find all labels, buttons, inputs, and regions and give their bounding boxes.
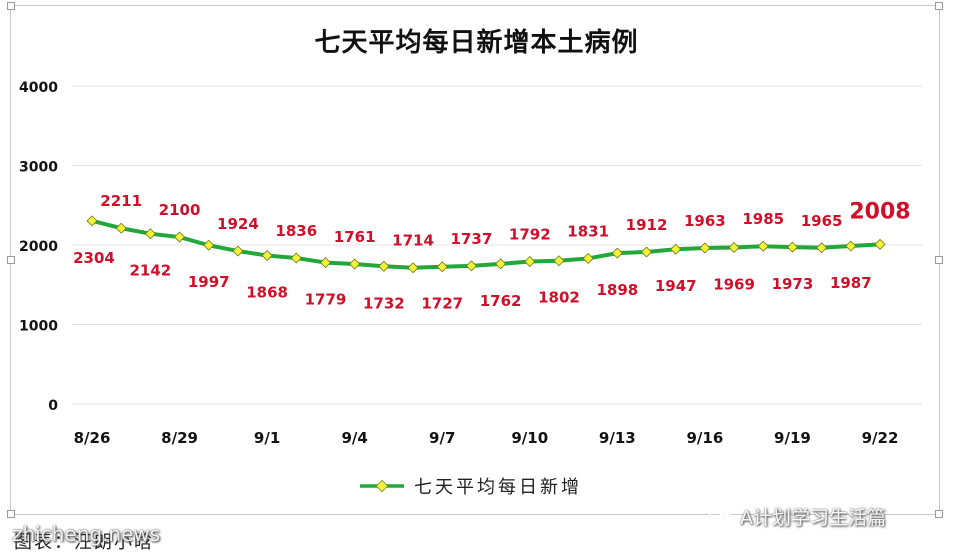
data-labels-layer: 2304 2211 2142 2100 1997 1924 1868 1836 1779 1761… <box>73 192 910 312</box>
data-label: 1965 <box>801 212 843 230</box>
series-line-layer <box>86 215 886 274</box>
data-label: 1969 <box>713 275 755 293</box>
data-label: 1779 <box>305 291 347 309</box>
series-line <box>90 218 882 270</box>
data-label: 1963 <box>684 212 726 230</box>
data-point <box>524 256 536 268</box>
data-point <box>874 238 886 250</box>
data-label: 1924 <box>217 215 259 233</box>
data-point <box>757 240 769 252</box>
data-point <box>465 260 477 272</box>
x-tick-label: 8/26 <box>74 429 111 447</box>
data-point <box>728 241 740 253</box>
resize-handle-bottom-left[interactable] <box>7 510 15 518</box>
resize-handle-top-left[interactable] <box>7 2 15 10</box>
x-tick-label: 9/16 <box>686 429 723 447</box>
watermark-account: A计划学习生活篇 <box>708 503 886 530</box>
data-point <box>670 243 682 255</box>
data-label: 2142 <box>129 262 171 280</box>
chart-caption: 图表：汪朗小晗 <box>14 532 154 553</box>
data-label: 1985 <box>742 210 784 228</box>
data-point <box>816 242 828 254</box>
data-point <box>699 242 711 254</box>
y-tick-label: 2000 <box>19 239 58 255</box>
data-point <box>495 258 507 270</box>
y-tick-label: 3000 <box>19 160 58 176</box>
x-tick-label: 9/4 <box>341 429 367 447</box>
data-label: 1947 <box>655 277 697 295</box>
data-point <box>582 252 594 264</box>
data-point <box>290 252 302 264</box>
data-point <box>174 231 186 243</box>
data-point <box>845 240 857 252</box>
legend: 七天平均每日新增 <box>358 474 582 498</box>
data-point <box>553 255 565 267</box>
data-point <box>436 261 448 273</box>
legend-label: 七天平均每日新增 <box>414 477 582 498</box>
data-point <box>641 246 653 258</box>
data-label: 1987 <box>830 274 872 292</box>
x-tick-label: 9/1 <box>254 429 280 447</box>
chart-frame <box>7 2 943 518</box>
data-label: 1762 <box>480 292 522 310</box>
data-label: 1912 <box>626 216 668 234</box>
data-label: 1898 <box>596 281 638 299</box>
data-label: 1831 <box>567 222 609 240</box>
data-label: 1997 <box>188 273 230 291</box>
data-point <box>611 247 623 259</box>
legend-swatch <box>360 479 404 493</box>
y-axis-ticks: 0 1000 2000 3000 4000 <box>19 80 58 414</box>
data-label: 1868 <box>246 283 288 301</box>
x-tick-label: 9/13 <box>599 429 636 447</box>
x-tick-label: 9/22 <box>862 429 899 447</box>
data-label: 2100 <box>159 201 201 219</box>
data-label: 1737 <box>451 230 493 248</box>
data-point <box>786 241 798 253</box>
chart-title: 七天平均每日新增本土病例 <box>314 28 639 58</box>
x-tick-label: 9/19 <box>774 429 811 447</box>
data-point <box>86 215 98 227</box>
y-tick-label: 1000 <box>19 319 58 335</box>
data-label: 1714 <box>392 232 434 250</box>
data-point <box>144 228 156 240</box>
data-point <box>378 260 390 272</box>
wechat-icon <box>708 507 734 527</box>
data-point <box>203 239 215 251</box>
x-tick-label: 9/10 <box>511 429 548 447</box>
x-tick-label: 9/7 <box>429 429 455 447</box>
data-label: 1836 <box>275 222 317 240</box>
data-point <box>349 258 361 270</box>
data-point <box>319 257 331 269</box>
data-label: 1792 <box>509 226 551 244</box>
watermark-account-label: A计划学习生活篇 <box>740 507 886 529</box>
data-point <box>115 222 127 234</box>
data-label: 1973 <box>772 275 814 293</box>
watermark-site: zhicheng.news <box>12 522 161 546</box>
data-label: 1802 <box>538 289 580 307</box>
data-label: 2304 <box>73 249 115 267</box>
resize-handle-right[interactable] <box>935 256 943 264</box>
x-axis-ticks: 8/26 8/29 9/1 9/4 9/7 9/10 9/13 9/16 9/19 9/22 <box>74 429 899 447</box>
data-point <box>232 245 244 257</box>
data-label: 1732 <box>363 294 405 312</box>
data-label: 1761 <box>334 228 376 246</box>
data-point <box>261 249 273 262</box>
y-tick-label: 0 <box>48 398 58 414</box>
data-label: 1727 <box>421 295 463 313</box>
resize-handle-bottom-right[interactable] <box>935 510 943 518</box>
data-label: 2008 <box>849 199 910 224</box>
resize-handle-left[interactable] <box>7 256 15 264</box>
data-label: 2211 <box>100 192 142 210</box>
resize-handle-top-right[interactable] <box>935 2 943 10</box>
x-tick-label: 8/29 <box>161 429 198 447</box>
y-tick-label: 4000 <box>19 80 58 96</box>
data-point <box>407 262 419 274</box>
